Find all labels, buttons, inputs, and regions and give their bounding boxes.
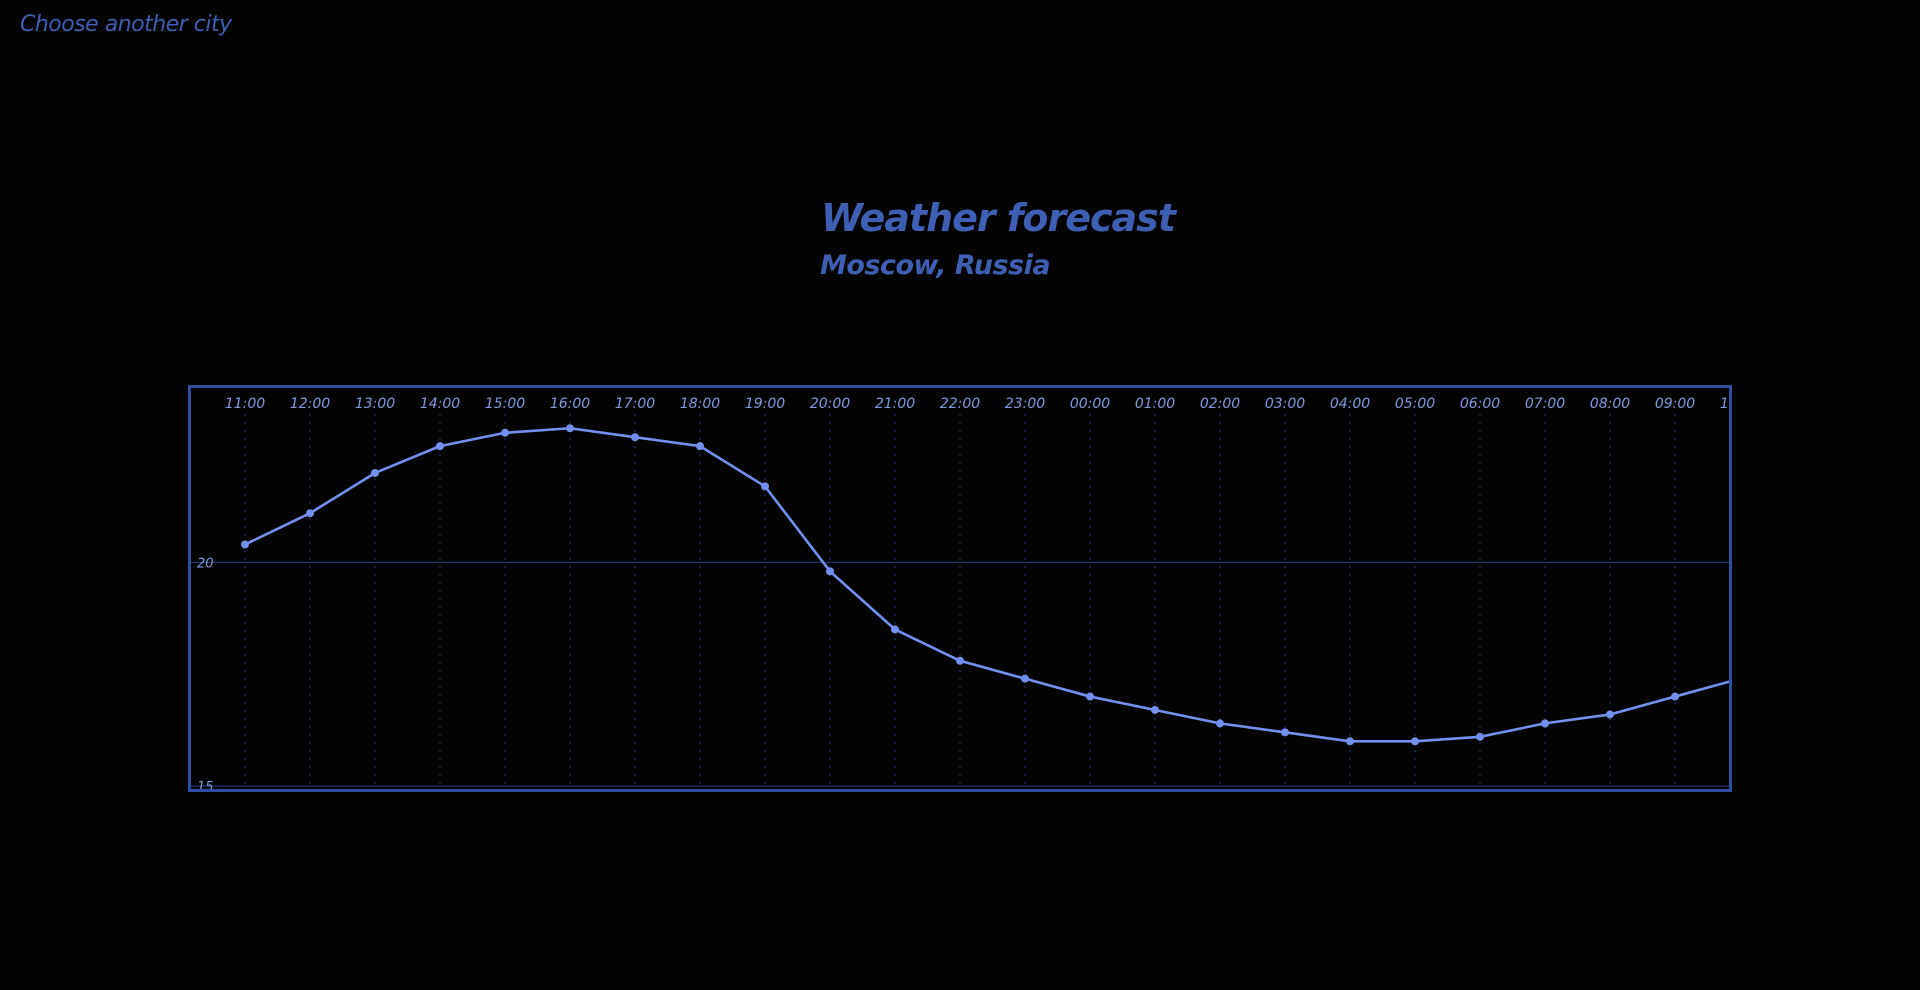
temperature-point-10 (891, 625, 899, 634)
x-tick-label-8: 19:00 (745, 396, 785, 412)
x-tick-label-13: 00:00 (1070, 396, 1110, 412)
temperature-points (241, 424, 1679, 746)
x-tick-label-15: 02:00 (1200, 396, 1240, 412)
temperature-line (244, 426, 1729, 743)
temperature-point-17 (1346, 737, 1354, 746)
x-tick-label-12: 23:00 (1005, 396, 1045, 412)
temperature-point-22 (1671, 692, 1679, 701)
temperature-point-3 (436, 442, 444, 451)
x-tick-label-23: 10:00 (1720, 396, 1729, 412)
x-tick-label-4: 15:00 (485, 396, 525, 412)
temperature-chart: 11:00 12:00 13:00 14:00 15:00 16:00 17:00 18:00… (188, 385, 1732, 792)
temperature-point-18 (1411, 737, 1419, 746)
x-tick-label-5: 16:00 (550, 396, 590, 412)
temperature-chart-svg: 11:00 12:00 13:00 14:00 15:00 16:00 17:00 18:00… (191, 396, 1729, 789)
x-tick-label-2: 13:00 (355, 396, 395, 412)
choose-another-city-link[interactable]: Choose another city (20, 12, 232, 37)
temperature-point-7 (696, 442, 704, 451)
y-tick-label-20: 20 (197, 556, 214, 571)
x-tick-label-19: 06:00 (1460, 396, 1500, 412)
x-tick-label-17: 04:00 (1330, 396, 1370, 412)
temperature-series (244, 426, 1729, 743)
temperature-point-5 (566, 424, 574, 433)
y-gridlines (191, 561, 1729, 787)
x-gridlines (244, 414, 1676, 789)
temperature-point-11 (956, 656, 964, 665)
temperature-point-14 (1151, 705, 1159, 714)
page-title: Weather forecast (821, 196, 1176, 240)
x-tick-label-3: 14:00 (420, 396, 460, 412)
x-tick-label-22: 09:00 (1655, 396, 1695, 412)
y-tick-label-15: 15 (197, 780, 214, 789)
temperature-point-15 (1216, 719, 1224, 728)
temperature-point-21 (1606, 710, 1614, 719)
temperature-point-9 (826, 567, 834, 576)
temperature-point-1 (306, 509, 314, 518)
temperature-point-19 (1476, 732, 1484, 741)
temperature-point-16 (1281, 728, 1289, 737)
x-tick-label-1: 12:00 (290, 396, 330, 412)
temperature-point-4 (501, 428, 509, 437)
temperature-point-12 (1021, 674, 1029, 683)
temperature-point-2 (371, 468, 379, 477)
temperature-point-8 (761, 482, 769, 491)
x-tick-label-6: 17:00 (615, 396, 655, 412)
x-tick-label-21: 08:00 (1590, 396, 1630, 412)
x-tick-label-9: 20:00 (810, 396, 850, 412)
x-tick-label-16: 03:00 (1265, 396, 1305, 412)
location-subtitle: Moscow, Russia (820, 250, 1051, 281)
x-tick-labels: 11:00 12:00 13:00 14:00 15:00 16:00 17:00 18:00… (225, 396, 1729, 412)
x-tick-label-7: 18:00 (680, 396, 720, 412)
temperature-point-0 (241, 540, 249, 549)
x-tick-label-14: 01:00 (1135, 396, 1175, 412)
x-tick-label-0: 11:00 (225, 396, 265, 412)
temperature-point-20 (1541, 719, 1549, 728)
temperature-point-13 (1086, 692, 1094, 701)
x-tick-label-10: 21:00 (875, 396, 915, 412)
x-tick-label-11: 22:00 (940, 396, 980, 412)
x-tick-label-20: 07:00 (1525, 396, 1565, 412)
x-tick-label-18: 05:00 (1395, 396, 1435, 412)
temperature-point-6 (631, 433, 639, 442)
